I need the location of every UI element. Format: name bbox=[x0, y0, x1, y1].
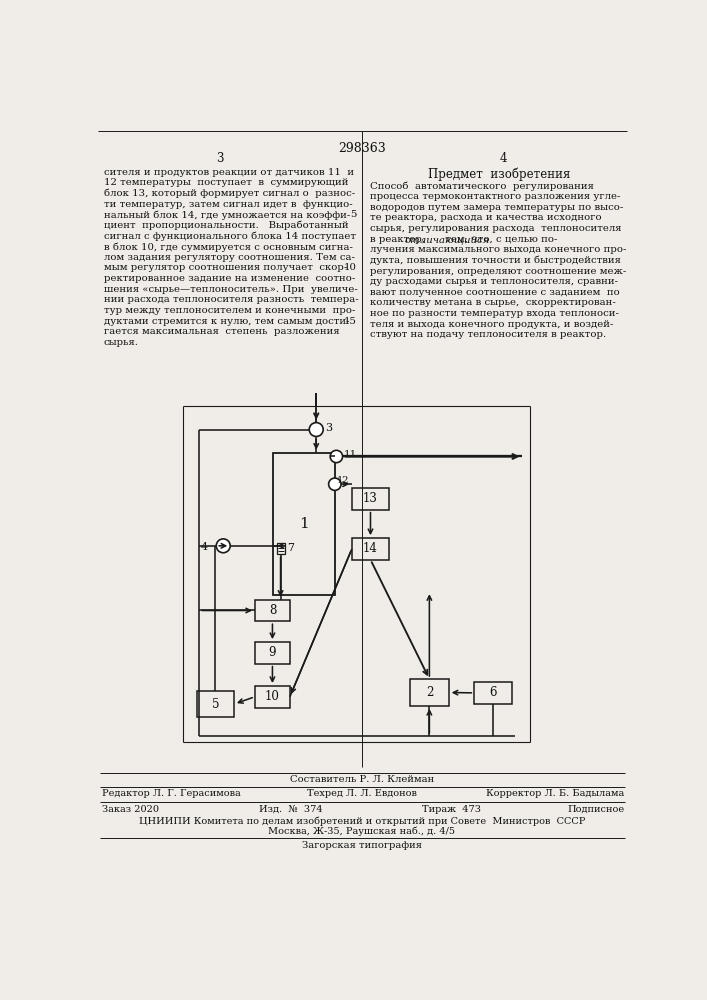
Bar bbox=[352, 488, 389, 510]
Text: Загорская типография: Загорская типография bbox=[302, 841, 422, 850]
Bar bbox=[255, 642, 290, 664]
Circle shape bbox=[329, 478, 341, 490]
Text: 12 температуры  поступает  в  суммирующий: 12 температуры поступает в суммирующий bbox=[104, 178, 349, 187]
Text: 13: 13 bbox=[363, 492, 378, 505]
Text: нии расхода теплоносителя разность  темпера-: нии расхода теплоносителя разность темпе… bbox=[104, 295, 358, 304]
Text: количеству метана в сырье,  скорректирован-: количеству метана в сырье, скорректирова… bbox=[370, 298, 616, 307]
Text: теля и выхода конечного продукта, и воздей-: теля и выхода конечного продукта, и возд… bbox=[370, 320, 613, 329]
Text: дуктами стремится к нулю, тем самым дости-: дуктами стремится к нулю, тем самым дост… bbox=[104, 317, 349, 326]
Text: сырья, регулирования расхода  теплоносителя: сырья, регулирования расхода теплоносите… bbox=[370, 224, 621, 233]
Text: регулирования, определяют соотношение меж-: регулирования, определяют соотношение ме… bbox=[370, 267, 626, 276]
Text: тем, что, с целью по-: тем, что, с целью по- bbox=[442, 235, 557, 244]
Text: Подписное: Подписное bbox=[568, 805, 625, 814]
Bar bbox=[410, 679, 449, 706]
Bar bbox=[255, 600, 290, 621]
Bar bbox=[197, 691, 234, 717]
Text: 8: 8 bbox=[269, 604, 276, 617]
Text: 3: 3 bbox=[325, 423, 332, 433]
Text: 3: 3 bbox=[216, 152, 224, 165]
Text: Редактор Л. Г. Герасимова: Редактор Л. Г. Герасимова bbox=[103, 789, 241, 798]
Text: ствуют на подачу теплоносителя в реактор.: ствуют на подачу теплоносителя в реактор… bbox=[370, 330, 606, 339]
Text: 2: 2 bbox=[426, 686, 433, 699]
Text: 5: 5 bbox=[350, 210, 356, 219]
Text: Способ  автоматического  регулирования: Способ автоматического регулирования bbox=[370, 182, 594, 191]
Text: 9: 9 bbox=[269, 646, 276, 659]
Text: Заказ 2020: Заказ 2020 bbox=[103, 805, 159, 814]
Text: 10: 10 bbox=[265, 690, 280, 703]
Text: процесса термоконтактного разложения угле-: процесса термоконтактного разложения угл… bbox=[370, 192, 620, 201]
Text: гается максимальная  степень  разложения: гается максимальная степень разложения bbox=[104, 327, 339, 336]
Circle shape bbox=[309, 423, 323, 436]
Text: сырья.: сырья. bbox=[104, 338, 139, 347]
Text: ректированное задание на изменение  соотно-: ректированное задание на изменение соотн… bbox=[104, 274, 355, 283]
Text: 15: 15 bbox=[344, 317, 356, 326]
Text: 298363: 298363 bbox=[338, 142, 386, 155]
Text: 4: 4 bbox=[201, 542, 208, 552]
Text: дукта, повышения точности и быстродействия: дукта, повышения точности и быстродейств… bbox=[370, 256, 621, 265]
Text: циент  пропорциональности.   Выработанный: циент пропорциональности. Выработанный bbox=[104, 221, 349, 230]
Circle shape bbox=[216, 539, 230, 553]
Text: 7: 7 bbox=[287, 543, 294, 553]
Text: те реактора, расхода и качества исходного: те реактора, расхода и качества исходног… bbox=[370, 213, 602, 222]
Bar bbox=[276, 543, 285, 554]
Bar bbox=[352, 538, 389, 560]
Text: Изд.  №  374: Изд. № 374 bbox=[259, 805, 322, 814]
Text: отличающийся: отличающийся bbox=[404, 235, 490, 244]
Text: 14: 14 bbox=[363, 542, 378, 555]
Text: лом задания регулятору соотношения. Тем са-: лом задания регулятору соотношения. Тем … bbox=[104, 253, 355, 262]
Text: водородов путем замера температуры по высо-: водородов путем замера температуры по вы… bbox=[370, 203, 623, 212]
Text: Техред Л. Л. Евдонов: Техред Л. Л. Евдонов bbox=[307, 789, 417, 798]
Text: ти температур, затем сигнал идет в  функцио-: ти температур, затем сигнал идет в функц… bbox=[104, 200, 353, 209]
Text: тур между теплоносителем и конечными  про-: тур между теплоносителем и конечными про… bbox=[104, 306, 355, 315]
Text: сителя и продуктов реакции от датчиков 11  и: сителя и продуктов реакции от датчиков 1… bbox=[104, 168, 354, 177]
Text: в блок 10, где суммируется с основным сигна-: в блок 10, где суммируется с основным си… bbox=[104, 242, 353, 252]
Text: блок 13, который формирует сигнал о  разнос-: блок 13, который формирует сигнал о разн… bbox=[104, 189, 355, 198]
Text: ное по разности температур входа теплоноси-: ное по разности температур входа теплоно… bbox=[370, 309, 619, 318]
Text: 4: 4 bbox=[499, 152, 507, 165]
Text: мым регулятор соотношения получает  скор-: мым регулятор соотношения получает скор- bbox=[104, 263, 347, 272]
Bar bbox=[255, 686, 290, 708]
Text: Москва, Ж-35, Раушская наб., д. 4/5: Москва, Ж-35, Раушская наб., д. 4/5 bbox=[269, 827, 455, 836]
Text: 1: 1 bbox=[299, 517, 309, 531]
Bar bbox=[474, 682, 512, 704]
Text: ЦНИИПИ Комитета по делам изобретений и открытий при Совете  Министров  СССР: ЦНИИПИ Комитета по делам изобретений и о… bbox=[139, 817, 585, 826]
Text: Корректор Л. Б. Бадылама: Корректор Л. Б. Бадылама bbox=[486, 789, 625, 798]
Text: вают полученное соотношение с заданием  по: вают полученное соотношение с заданием п… bbox=[370, 288, 619, 297]
Circle shape bbox=[330, 450, 343, 463]
Text: лучения максимального выхода конечного про-: лучения максимального выхода конечного п… bbox=[370, 245, 626, 254]
Text: 5: 5 bbox=[211, 698, 219, 711]
Text: Составитель Р. Л. Клейман: Составитель Р. Л. Клейман bbox=[290, 775, 434, 784]
Text: в реактор,: в реактор, bbox=[370, 235, 428, 244]
Text: 12: 12 bbox=[337, 476, 350, 485]
Bar bbox=[273, 453, 335, 595]
Text: шения «сырье—теплоноситель». При  увеличе-: шения «сырье—теплоноситель». При увеличе… bbox=[104, 285, 358, 294]
Text: 11: 11 bbox=[344, 450, 357, 459]
Text: 10: 10 bbox=[344, 263, 356, 272]
Text: ду расходами сырья и теплоносителя, сравни-: ду расходами сырья и теплоносителя, срав… bbox=[370, 277, 618, 286]
Text: Тираж  473: Тираж 473 bbox=[421, 805, 481, 814]
Text: 6: 6 bbox=[489, 686, 497, 699]
Text: нальный блок 14, где умножается на коэффи-: нальный блок 14, где умножается на коэфф… bbox=[104, 210, 350, 220]
Text: сигнал с функционального блока 14 поступает: сигнал с функционального блока 14 поступ… bbox=[104, 231, 356, 241]
Text: Предмет  изобретения: Предмет изобретения bbox=[428, 168, 571, 181]
